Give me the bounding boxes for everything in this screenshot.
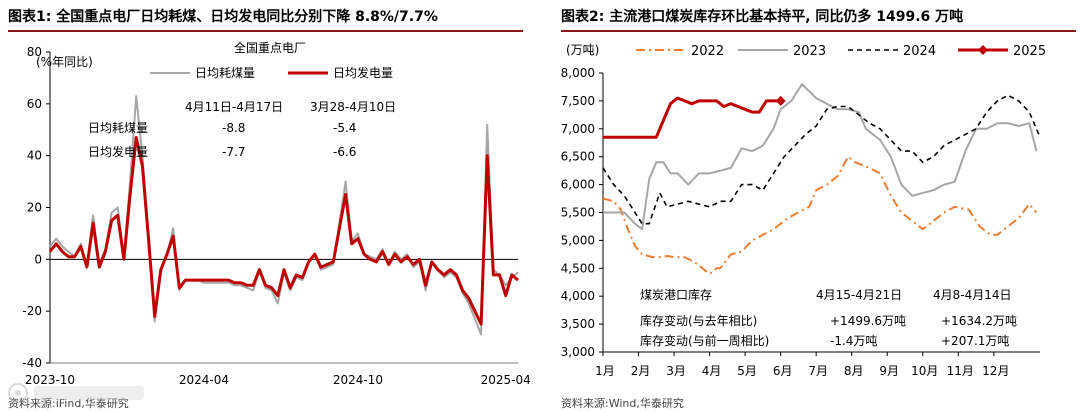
left-y-tick-label: 40: [27, 149, 42, 163]
left-y-tick-label: -40: [22, 356, 42, 370]
right-legend-marker: [978, 45, 988, 55]
watermark-logo: [8, 383, 144, 403]
right-series-marker: [775, 95, 786, 106]
left-table-col2-header: 3月28-4月10日: [310, 100, 396, 114]
right-x-tick-label: 12月: [982, 364, 1009, 378]
right-x-tick-label: 8月: [844, 364, 864, 378]
right-table-value: +1634.2万吨: [941, 314, 1017, 328]
left-y-tick-label: 60: [27, 97, 42, 111]
left-y-tick-label: -20: [22, 304, 42, 318]
right-table-row-label: 库存变动(与前一周相比): [640, 333, 769, 348]
right-series-line-2024: [602, 94, 1041, 225]
left-legend-label: 日均耗煤量: [195, 66, 255, 80]
right-y-tick-label: 4,000: [561, 289, 595, 303]
right-y-tick-label: 6,500: [561, 150, 595, 164]
right-x-tick-label: 10月: [911, 364, 938, 378]
left-x-tick-label: 2024-04: [179, 373, 229, 387]
right-source: 资料来源:Wind,华泰研究: [561, 397, 684, 410]
left-chart-subtitle: 全国重点电厂: [234, 40, 306, 55]
right-y-tick-label: 3,000: [561, 345, 595, 359]
left-y-tick-label: 80: [27, 45, 42, 59]
right-series-line-2023: [603, 83, 1038, 231]
right-x-tick-label: 9月: [879, 364, 899, 378]
left-legend-label: 日均发电量: [333, 65, 393, 80]
right-table-row-label: 库存变动(与去年相比): [640, 313, 757, 328]
left-y-tick-label: 20: [27, 201, 42, 215]
left-y-tick-label: 0: [34, 252, 42, 266]
right-chart: 3,000 3,500 4,000 4,500 5,000 5,500 6,000 6,500…: [561, 43, 1046, 378]
left-series-line-日均发电量: [48, 136, 519, 326]
right-table-value: +1499.6万吨: [830, 314, 906, 328]
right-x-tick-label: 1月: [595, 364, 615, 378]
right-y-tick-label: 7,500: [561, 94, 595, 108]
left-chart-title: 图表1: 全国重点电厂日均耗煤、日均发电同比分别下降 8.8%/7.7%: [8, 9, 438, 25]
left-table-value: -8.8: [222, 121, 245, 135]
right-x-tick-label: 4月: [702, 364, 722, 378]
right-x-tick-label: 6月: [773, 364, 793, 378]
right-y-tick-label: 6,000: [561, 178, 595, 192]
left-y-axis-label: (%年同比): [36, 55, 93, 69]
right-y-axis-label: (万吨): [566, 43, 599, 57]
left-x-tick-label: 2025-04: [481, 373, 531, 387]
right-table-col1-header: 4月15-4月21日: [816, 288, 902, 302]
left-table-row-label: 日均耗煤量: [88, 121, 148, 135]
right-y-tick-label: 7,000: [561, 122, 595, 136]
right-x-tick-label: 11月: [947, 364, 974, 378]
right-series-line-2022: [602, 155, 1038, 275]
right-x-tick-label: 2月: [631, 364, 651, 378]
left-table-col1-header: 4月11日-4月17日: [185, 100, 283, 114]
left-source: 资料来源:iFind,华泰研究: [8, 397, 129, 410]
right-chart-title: 图表2: 主流港口煤炭库存环比基本持平, 同比仍多 1499.6 万吨: [561, 9, 964, 25]
left-table-value: -6.6: [333, 145, 356, 159]
right-title-rule: [561, 30, 1076, 32]
right-y-tick-label: 3,500: [561, 317, 595, 331]
right-y-tick-label: 8,000: [561, 66, 595, 80]
right-y-tick-label: 5,000: [561, 233, 595, 247]
right-x-tick-label: 5月: [737, 364, 757, 378]
right-legend-label: 2025: [1013, 44, 1046, 59]
right-legend-label: 2024: [903, 44, 936, 59]
left-chart: -40 -20 0 20 40 60 80 2023-10 2024-04 2024-10 2025…: [22, 40, 530, 387]
right-y-tick-label: 5,500: [561, 206, 595, 220]
right-y-tick-label: 4,500: [561, 261, 595, 275]
right-table-value: -1.4万吨: [830, 334, 877, 348]
right-table-col2-header: 4月8-4月14日: [933, 288, 1012, 302]
left-table-row-label: 日均发电量: [88, 144, 148, 159]
right-table-row-label: 煤炭港口库存: [640, 287, 712, 302]
right-legend-label: 2022: [691, 44, 724, 59]
right-legend-label: 2023: [793, 44, 826, 59]
left-x-tick-label: 2023-10: [25, 373, 75, 387]
right-x-tick-label: 7月: [808, 364, 828, 378]
left-table-value: -5.4: [333, 121, 356, 135]
left-table-value: -7.7: [222, 145, 245, 159]
right-x-tick-label: 3月: [666, 364, 686, 378]
right-series-line-2025: [603, 96, 781, 139]
left-title-rule: [8, 30, 523, 32]
left-x-tick-label: 2024-10: [333, 373, 383, 387]
right-table-value: +207.1万吨: [941, 334, 1009, 348]
